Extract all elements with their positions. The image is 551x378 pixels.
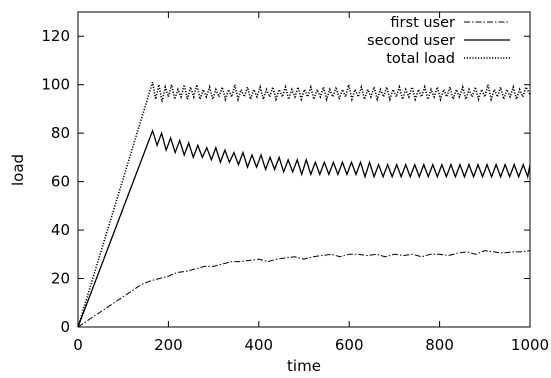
x-axis-title: time — [287, 357, 321, 375]
y-tick-label: 0 — [60, 318, 70, 336]
y-tick-label: 80 — [51, 124, 70, 142]
x-tick-label: 200 — [154, 336, 183, 354]
legend-label: total load — [386, 51, 455, 67]
x-tick-label: 800 — [425, 336, 454, 354]
x-tick-label: 1000 — [511, 336, 549, 354]
y-tick-label: 20 — [51, 270, 70, 288]
series-line-2 — [77, 128, 531, 328]
series-line-1 — [77, 250, 531, 328]
y-axis: 0 20 40 60 80 100 120 — [41, 27, 530, 336]
legend: first user second user total load — [367, 15, 510, 67]
y-tick-label: 100 — [41, 76, 70, 94]
x-tick-label: 0 — [73, 336, 83, 354]
y-tick-label: 60 — [51, 173, 70, 191]
x-axis: 0 200 400 600 800 1000 — [73, 12, 549, 354]
series-line-3 — [77, 82, 531, 328]
y-axis-title: load — [9, 154, 27, 186]
x-tick-label: 600 — [335, 336, 364, 354]
series-group — [77, 82, 531, 328]
plot-frame — [77, 11, 531, 328]
x-tick-label: 400 — [244, 336, 273, 354]
legend-label: first user — [390, 15, 455, 31]
legend-label: second user — [367, 33, 455, 49]
y-tick-label: 120 — [41, 27, 70, 45]
y-tick-label: 40 — [51, 221, 70, 239]
